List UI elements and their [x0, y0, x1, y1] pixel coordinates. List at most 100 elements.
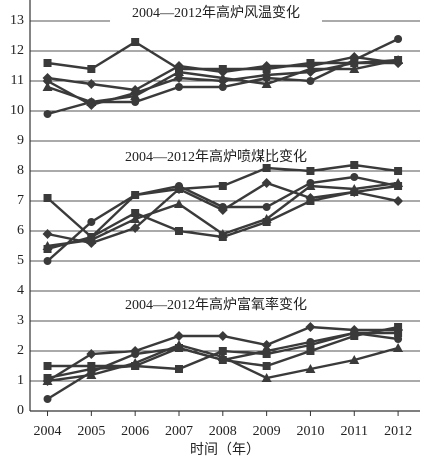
y-tick-label: 9 [17, 133, 24, 148]
marker [262, 164, 271, 172]
marker [350, 161, 359, 169]
marker [218, 83, 227, 91]
y-tick-label: 11 [11, 73, 24, 88]
x-tick-label: 2004 [34, 424, 62, 439]
marker [43, 257, 52, 265]
marker [306, 179, 315, 187]
marker [218, 203, 227, 211]
marker [349, 58, 360, 68]
x-axis-label: 时间（年） [190, 442, 260, 458]
marker [86, 79, 97, 89]
marker [87, 65, 96, 73]
marker [394, 335, 403, 343]
x-tick-label: 2006 [121, 424, 149, 439]
marker [393, 58, 404, 68]
x-tick-label: 2005 [77, 424, 105, 439]
marker [42, 229, 53, 239]
marker [87, 365, 96, 373]
marker [43, 110, 52, 118]
marker [217, 67, 228, 77]
y-tick-label: 4 [17, 283, 24, 298]
marker [174, 365, 183, 373]
annotation: 2004—2012年高炉风温变化 [132, 4, 300, 21]
marker [130, 223, 141, 233]
y-tick-label: 2 [17, 343, 24, 358]
marker [350, 332, 359, 340]
marker [174, 182, 183, 190]
marker [86, 100, 97, 110]
marker [262, 347, 271, 355]
marker [394, 167, 403, 175]
marker [42, 82, 53, 91]
marker [262, 218, 271, 226]
y-tick-label: 12 [10, 43, 24, 58]
y-tick-label: 3 [17, 313, 24, 328]
marker [86, 349, 97, 359]
marker [306, 338, 315, 346]
marker [43, 362, 52, 370]
y-tick-label: 0 [17, 403, 24, 418]
marker [262, 362, 271, 370]
marker [306, 347, 315, 355]
y-tick-label: 6 [17, 223, 24, 238]
marker [131, 38, 140, 46]
marker [43, 395, 52, 403]
marker [87, 218, 96, 226]
marker [306, 167, 315, 175]
marker [218, 182, 227, 190]
marker [262, 203, 271, 211]
marker [130, 88, 141, 98]
marker [394, 323, 403, 331]
marker [217, 76, 228, 86]
y-tick-label: 8 [17, 163, 24, 178]
marker [173, 67, 184, 76]
marker [173, 73, 184, 83]
marker [43, 245, 52, 253]
annotation-bg [110, 148, 322, 168]
marker [350, 173, 359, 181]
marker [393, 343, 404, 352]
marker [217, 331, 228, 341]
marker [261, 178, 272, 188]
marker [261, 61, 272, 71]
marker [306, 197, 315, 205]
marker [393, 196, 404, 206]
marker [305, 67, 316, 77]
marker [174, 227, 183, 235]
marker [218, 347, 227, 355]
marker [131, 98, 140, 106]
x-tick-label: 2008 [209, 424, 237, 439]
marker [306, 77, 315, 85]
x-tick-label: 2011 [341, 424, 368, 439]
x-tick-label: 2010 [296, 424, 324, 439]
x-tick-label: 2009 [253, 424, 281, 439]
marker [174, 83, 183, 91]
marker [43, 374, 52, 382]
annotation-bg [110, 4, 322, 24]
annotation: 2004—2012年高炉富氧率变化 [125, 296, 307, 313]
annotation-bg [110, 296, 322, 316]
marker [218, 356, 227, 364]
marker [131, 191, 140, 199]
marker [173, 61, 184, 71]
x-tick-label: 2012 [384, 424, 412, 439]
y-tick-label: 5 [17, 253, 24, 268]
marker [130, 214, 141, 223]
marker [261, 70, 272, 80]
marker [42, 76, 53, 86]
marker [131, 362, 140, 370]
marker [43, 59, 52, 67]
marker [261, 373, 272, 382]
marker [349, 64, 360, 73]
marker [174, 344, 183, 352]
marker [305, 322, 316, 332]
marker [394, 182, 403, 190]
y-tick-label: 13 [10, 13, 24, 28]
x-tick-label: 2007 [165, 424, 193, 439]
marker [218, 233, 227, 241]
marker [43, 194, 52, 202]
y-tick-label: 7 [17, 193, 24, 208]
y-tick-label: 1 [17, 373, 24, 388]
